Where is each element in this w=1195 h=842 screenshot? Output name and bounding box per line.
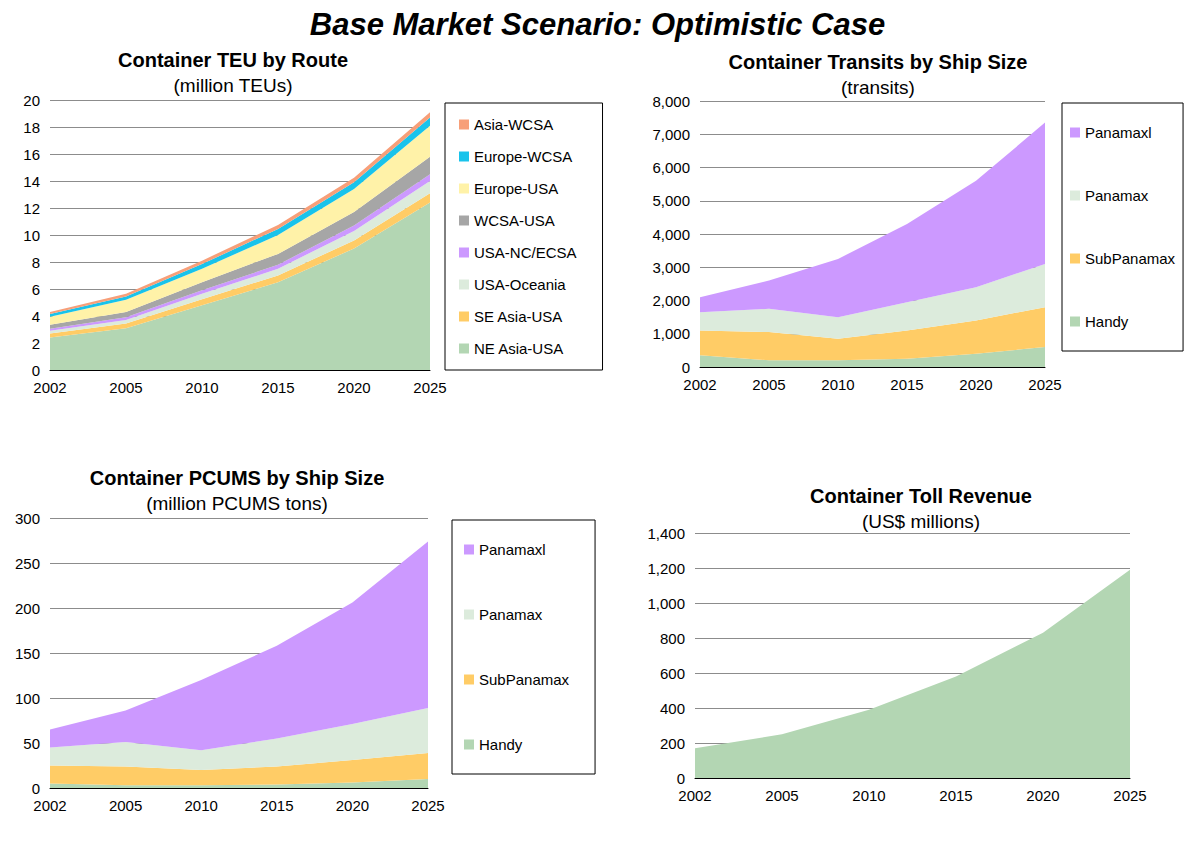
svg-text:250: 250 [15, 555, 40, 572]
svg-text:Handy: Handy [479, 736, 523, 753]
svg-text:Container Toll Revenue: Container Toll Revenue [810, 485, 1032, 507]
svg-text:2010: 2010 [821, 376, 854, 393]
svg-text:Europe-USA: Europe-USA [474, 180, 558, 197]
svg-text:2: 2 [32, 335, 40, 352]
svg-text:Panamax: Panamax [1085, 187, 1149, 204]
svg-text:Container PCUMS by Ship Size: Container PCUMS by Ship Size [90, 467, 384, 489]
svg-text:SubPanamax: SubPanamax [479, 671, 570, 688]
svg-text:8,000: 8,000 [652, 93, 690, 110]
svg-text:2010: 2010 [185, 797, 218, 814]
svg-text:2010: 2010 [185, 379, 218, 396]
svg-text:(million TEUs): (million TEUs) [174, 75, 293, 96]
svg-text:Asia-WCSA: Asia-WCSA [474, 116, 553, 133]
svg-text:2015: 2015 [890, 376, 923, 393]
svg-text:1,200: 1,200 [647, 560, 685, 577]
svg-text:Base Market Scenario: Optimist: Base Market Scenario: Optimistic Case [310, 7, 885, 42]
svg-text:0: 0 [32, 362, 40, 379]
svg-text:Europe-WCSA: Europe-WCSA [474, 148, 572, 165]
svg-text:2005: 2005 [752, 376, 785, 393]
svg-text:4: 4 [32, 308, 40, 325]
svg-text:SubPanamax: SubPanamax [1085, 250, 1176, 267]
svg-text:200: 200 [15, 600, 40, 617]
svg-text:Panamaxl: Panamaxl [479, 541, 546, 558]
svg-text:USA-NC/ECSA: USA-NC/ECSA [474, 244, 577, 261]
svg-text:800: 800 [660, 630, 685, 647]
svg-text:(million PCUMS tons): (million PCUMS tons) [146, 493, 328, 514]
svg-text:300: 300 [15, 510, 40, 527]
svg-text:7,000: 7,000 [652, 126, 690, 143]
svg-text:2005: 2005 [109, 379, 142, 396]
svg-text:2020: 2020 [1026, 787, 1059, 804]
svg-text:Panamaxl: Panamaxl [1085, 124, 1152, 141]
svg-text:2002: 2002 [683, 376, 716, 393]
svg-text:0: 0 [682, 359, 690, 376]
svg-text:2025: 2025 [411, 797, 444, 814]
svg-text:3,000: 3,000 [652, 259, 690, 276]
svg-text:Container TEU by Route: Container TEU by Route [118, 49, 348, 71]
svg-text:2002: 2002 [33, 379, 66, 396]
svg-text:6,000: 6,000 [652, 159, 690, 176]
svg-text:18: 18 [23, 119, 40, 136]
svg-text:200: 200 [660, 735, 685, 752]
svg-text:2015: 2015 [261, 379, 294, 396]
svg-text:Panamax: Panamax [479, 606, 543, 623]
svg-text:NE Asia-USA: NE Asia-USA [474, 340, 563, 357]
svg-text:0: 0 [32, 780, 40, 797]
svg-text:SE Asia-USA: SE Asia-USA [474, 308, 562, 325]
svg-text:2005: 2005 [109, 797, 142, 814]
svg-text:2025: 2025 [413, 379, 446, 396]
svg-text:2020: 2020 [337, 379, 370, 396]
svg-text:2025: 2025 [1113, 787, 1146, 804]
svg-text:1,400: 1,400 [647, 525, 685, 542]
svg-text:600: 600 [660, 665, 685, 682]
svg-text:2002: 2002 [678, 787, 711, 804]
svg-text:50: 50 [23, 735, 40, 752]
svg-text:0: 0 [677, 770, 685, 787]
svg-text:5,000: 5,000 [652, 192, 690, 209]
svg-text:Handy: Handy [1085, 313, 1129, 330]
svg-text:100: 100 [15, 690, 40, 707]
svg-text:4,000: 4,000 [652, 226, 690, 243]
svg-text:1,000: 1,000 [652, 325, 690, 342]
svg-text:2,000: 2,000 [652, 292, 690, 309]
svg-text:2005: 2005 [765, 787, 798, 804]
svg-text:2010: 2010 [852, 787, 885, 804]
svg-text:16: 16 [23, 146, 40, 163]
svg-text:2002: 2002 [33, 797, 66, 814]
svg-text:2025: 2025 [1028, 376, 1061, 393]
svg-text:2015: 2015 [260, 797, 293, 814]
svg-text:400: 400 [660, 700, 685, 717]
svg-text:(transits): (transits) [841, 77, 915, 98]
svg-text:20: 20 [23, 92, 40, 109]
svg-text:1,000: 1,000 [647, 595, 685, 612]
svg-text:6: 6 [32, 281, 40, 298]
svg-text:2020: 2020 [959, 376, 992, 393]
svg-text:(US$ millions): (US$ millions) [862, 511, 980, 532]
svg-text:2015: 2015 [939, 787, 972, 804]
svg-text:USA-Oceania: USA-Oceania [474, 276, 566, 293]
svg-text:12: 12 [23, 200, 40, 217]
svg-text:8: 8 [32, 254, 40, 271]
svg-text:Container Transits by Ship Siz: Container Transits by Ship Size [729, 51, 1028, 73]
svg-text:WCSA-USA: WCSA-USA [474, 212, 555, 229]
svg-text:2020: 2020 [336, 797, 369, 814]
svg-text:150: 150 [15, 645, 40, 662]
svg-text:10: 10 [23, 227, 40, 244]
svg-text:14: 14 [23, 173, 40, 190]
